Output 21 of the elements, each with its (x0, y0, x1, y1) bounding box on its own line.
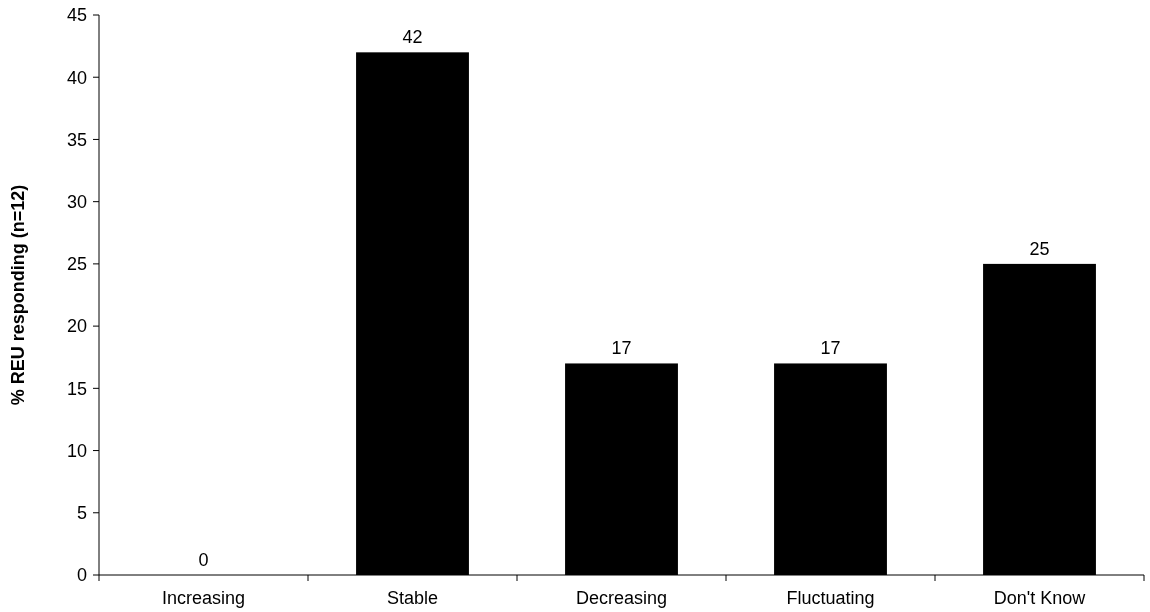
x-tick-label: Increasing (161, 588, 246, 608)
x-tick-label: Decreasing (575, 588, 668, 608)
y-tick-label: 20 (66, 316, 87, 337)
x-tick-label: Don't Know (993, 588, 1087, 608)
x-tick-label: Fluctuating (786, 588, 875, 608)
y-tick-label: 35 (66, 129, 87, 150)
x-tick-label: Stable (386, 588, 439, 608)
y-tick-label: 40 (66, 67, 87, 88)
y-tick-label: 15 (66, 378, 87, 399)
y-tick-label: 10 (66, 440, 87, 461)
y-axis-title: % REU responding (n=12) (8, 184, 28, 406)
data-label: 0 (198, 550, 209, 570)
y-tick-label: 0 (76, 565, 87, 586)
data-label: 25 (1029, 238, 1050, 259)
y-tick-label: 25 (66, 254, 87, 275)
y-tick-label: 45 (66, 5, 87, 26)
y-tick-label: 5 (76, 503, 87, 524)
data-label: 17 (820, 338, 841, 359)
data-label: 42 (402, 27, 423, 48)
data-label: 17 (611, 338, 632, 359)
y-tick-label: 30 (66, 191, 87, 212)
